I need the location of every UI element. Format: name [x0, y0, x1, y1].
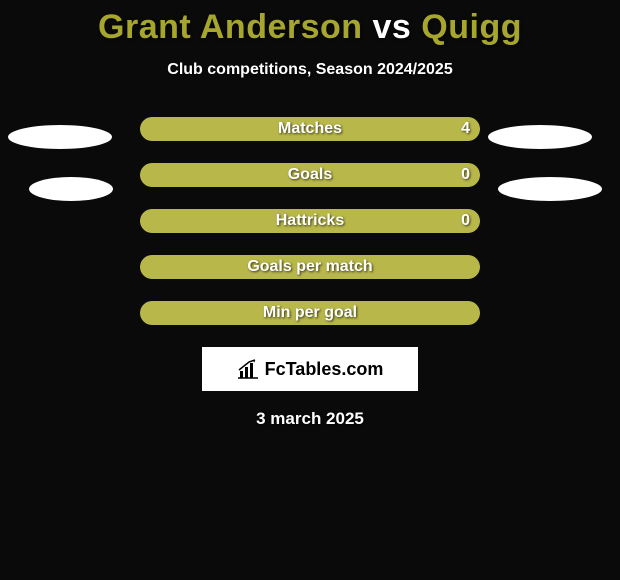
stat-row: Hattricks0 — [140, 209, 480, 233]
decorative-ellipse — [29, 177, 113, 201]
stat-value: 0 — [461, 163, 470, 187]
stat-row-fill — [140, 209, 480, 233]
stat-value: 0 — [461, 209, 470, 233]
stat-row: Goals per match — [140, 255, 480, 279]
stat-row: Matches4 — [140, 117, 480, 141]
stat-rows: Matches4 Goals0 Hattricks0 Goals per match M… — [140, 117, 480, 325]
decorative-ellipse — [498, 177, 602, 201]
stat-row-fill — [140, 301, 480, 325]
decorative-ellipse — [8, 125, 112, 149]
page-title: Grant Anderson vs Quigg — [0, 0, 620, 47]
stat-row: Goals0 — [140, 163, 480, 187]
title-player2: Quigg — [421, 8, 522, 46]
bar-chart-icon — [237, 359, 259, 379]
brand-box: FcTables.com — [202, 347, 418, 391]
brand-text: FcTables.com — [265, 359, 384, 380]
stat-row-fill — [140, 255, 480, 279]
stat-value: 4 — [461, 117, 470, 141]
stat-row-fill — [140, 117, 480, 141]
stat-row: Min per goal — [140, 301, 480, 325]
date-text: 3 march 2025 — [0, 409, 620, 429]
subtitle: Club competitions, Season 2024/2025 — [0, 61, 620, 79]
title-player1: Grant Anderson — [98, 8, 363, 46]
stat-row-fill — [140, 163, 480, 187]
decorative-ellipse — [488, 125, 592, 149]
title-vs: vs — [363, 8, 422, 46]
